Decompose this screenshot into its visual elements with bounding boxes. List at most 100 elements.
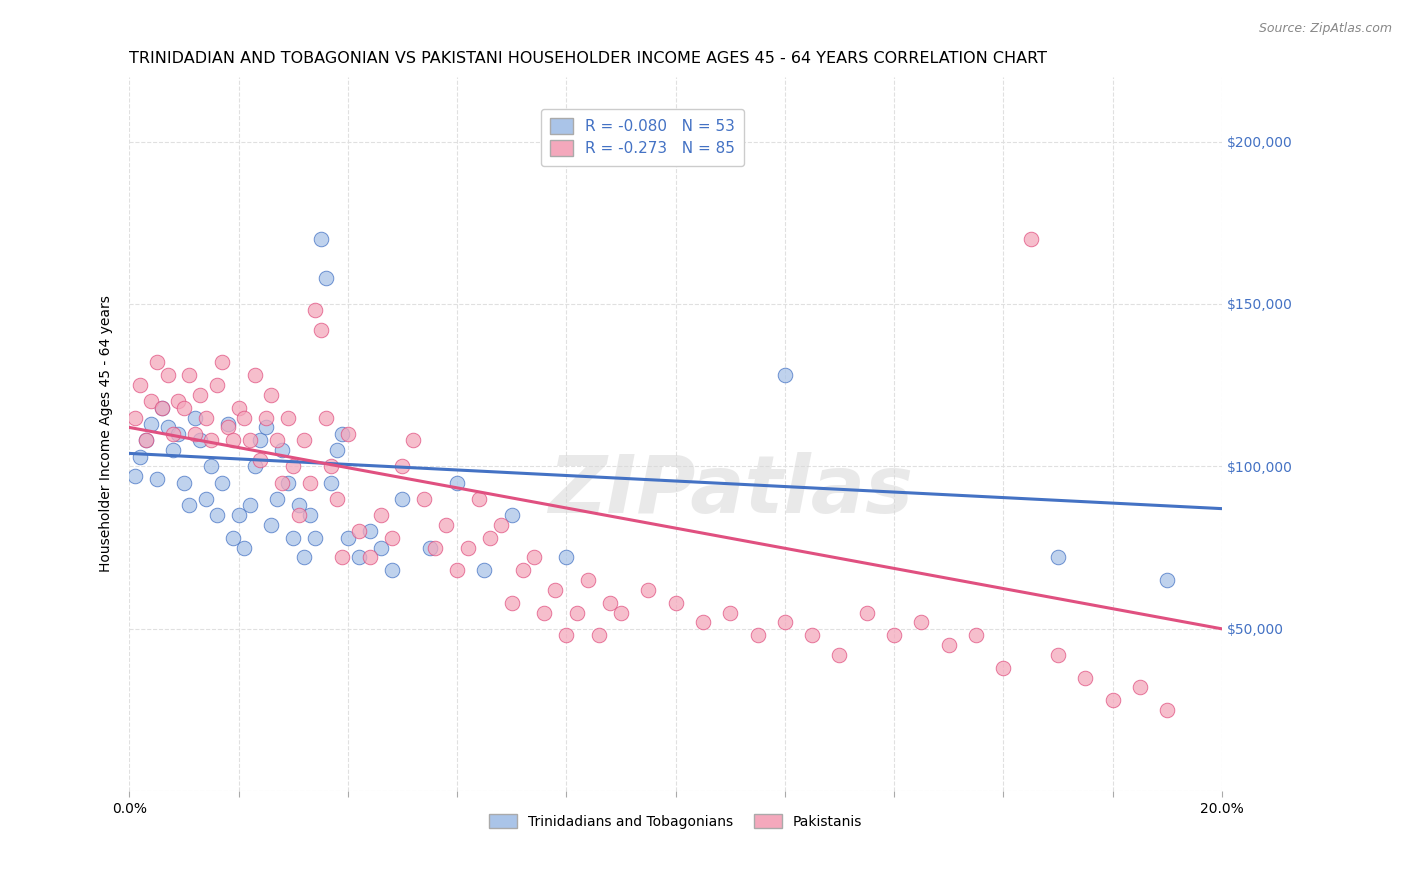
Point [413,491,436,506]
Point [124,410,146,425]
Point [555,550,578,565]
Point [489,517,512,532]
Point [555,628,578,642]
Point [309,323,332,337]
Legend: Trinidadians and Tobagonians, Pakistanis: Trinidadians and Tobagonians, Pakistanis [484,808,868,834]
Point [321,459,343,474]
Point [347,550,370,565]
Point [249,453,271,467]
Point [1129,681,1152,695]
Point [156,420,179,434]
Point [512,563,534,577]
Point [304,531,326,545]
Point [238,499,260,513]
Point [718,606,741,620]
Point [205,378,228,392]
Point [402,434,425,448]
Point [474,563,496,577]
Point [1156,703,1178,717]
Point [233,541,256,555]
Point [425,541,447,555]
Point [1019,232,1042,246]
Point [145,472,167,486]
Point [370,508,392,523]
Point [124,469,146,483]
Point [260,388,283,402]
Point [200,459,222,474]
Point [222,531,245,545]
Point [801,628,824,642]
Point [266,491,288,506]
Point [883,628,905,642]
Point [576,573,599,587]
Point [205,508,228,523]
Point [233,410,256,425]
Point [243,368,266,383]
Point [501,508,523,523]
Point [419,541,441,555]
Point [145,355,167,369]
Text: ZIPatlas: ZIPatlas [548,452,912,530]
Point [380,531,402,545]
Point [773,368,796,383]
Point [637,582,659,597]
Point [855,606,877,620]
Point [434,517,457,532]
Point [179,368,201,383]
Point [200,434,222,448]
Point [533,606,555,620]
Point [828,648,851,662]
Point [287,499,309,513]
Point [167,394,190,409]
Point [332,550,354,565]
Point [173,401,195,415]
Point [347,524,370,539]
Point [610,606,633,620]
Point [336,531,359,545]
Point [141,394,163,409]
Point [162,443,184,458]
Point [173,475,195,490]
Point [326,491,349,506]
Point [238,434,260,448]
Point [1046,550,1069,565]
Point [162,426,184,441]
Point [380,563,402,577]
Point [965,628,987,642]
Point [478,531,501,545]
Point [194,491,217,506]
Point [910,615,932,630]
Point [446,475,468,490]
Point [326,443,349,458]
Point [254,410,277,425]
Point [993,661,1015,675]
Point [468,491,491,506]
Point [457,541,479,555]
Point [1101,693,1123,707]
Point [292,550,315,565]
Point [184,426,207,441]
Point [254,420,277,434]
Point [938,638,960,652]
Point [150,401,173,415]
Point [315,410,337,425]
Point [129,450,152,464]
Point [1156,573,1178,587]
Point [211,475,233,490]
Point [283,531,305,545]
Point [277,410,299,425]
Point [249,434,271,448]
Point [260,517,283,532]
Point [277,475,299,490]
Point [167,426,190,441]
Point [391,491,413,506]
Point [359,550,381,565]
Point [446,563,468,577]
Point [332,426,354,441]
Point [156,368,179,383]
Point [292,434,315,448]
Point [283,459,305,474]
Point [692,615,714,630]
Point [129,378,152,392]
Point [315,271,337,285]
